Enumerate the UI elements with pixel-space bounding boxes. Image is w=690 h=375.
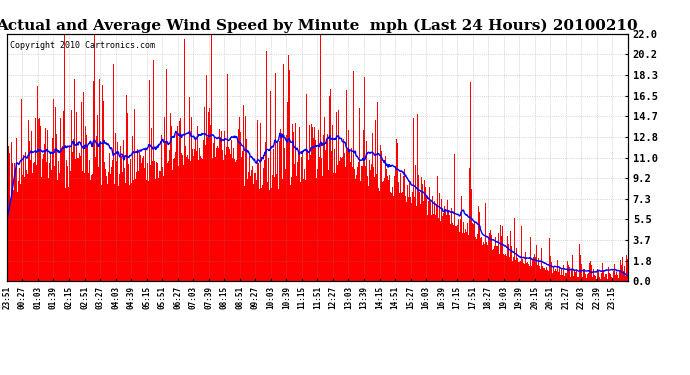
Text: Copyright 2010 Cartronics.com: Copyright 2010 Cartronics.com: [10, 41, 155, 50]
Title: Actual and Average Wind Speed by Minute  mph (Last 24 Hours) 20100210: Actual and Average Wind Speed by Minute …: [0, 18, 638, 33]
